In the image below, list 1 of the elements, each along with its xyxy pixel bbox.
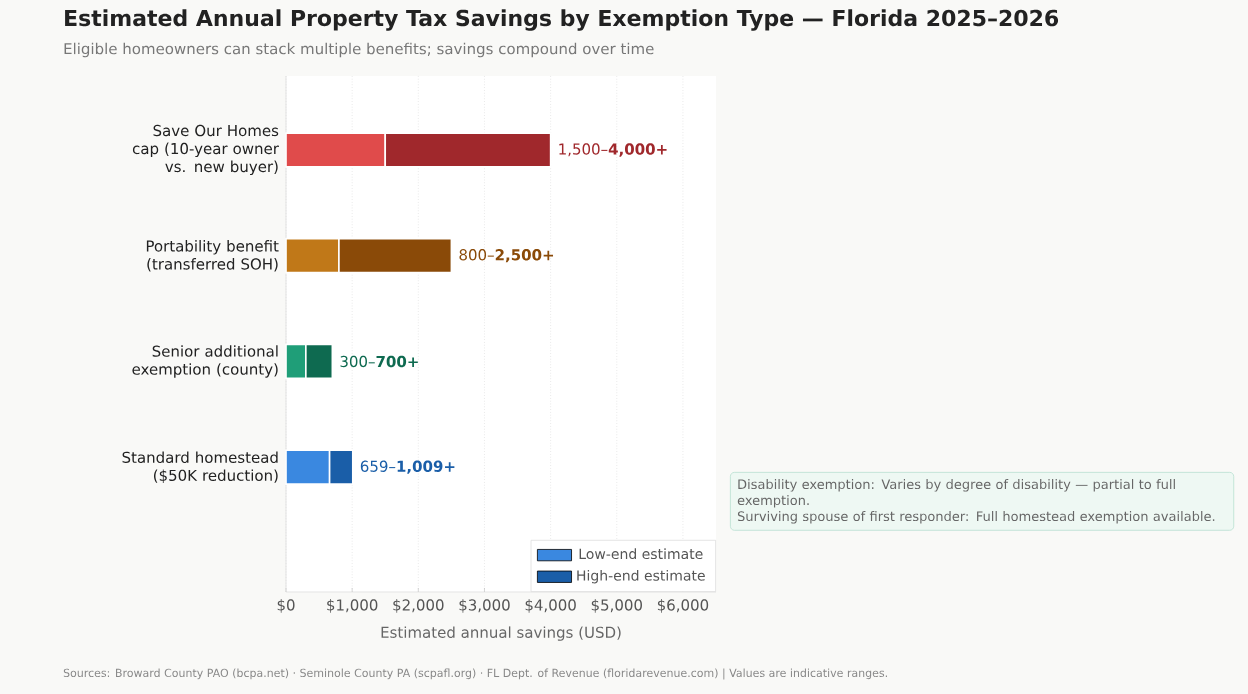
chart-title: Estimated Annual Property Tax Savings by Exemption Type — Florida 2025–2026 (65, 9, 1059, 31)
